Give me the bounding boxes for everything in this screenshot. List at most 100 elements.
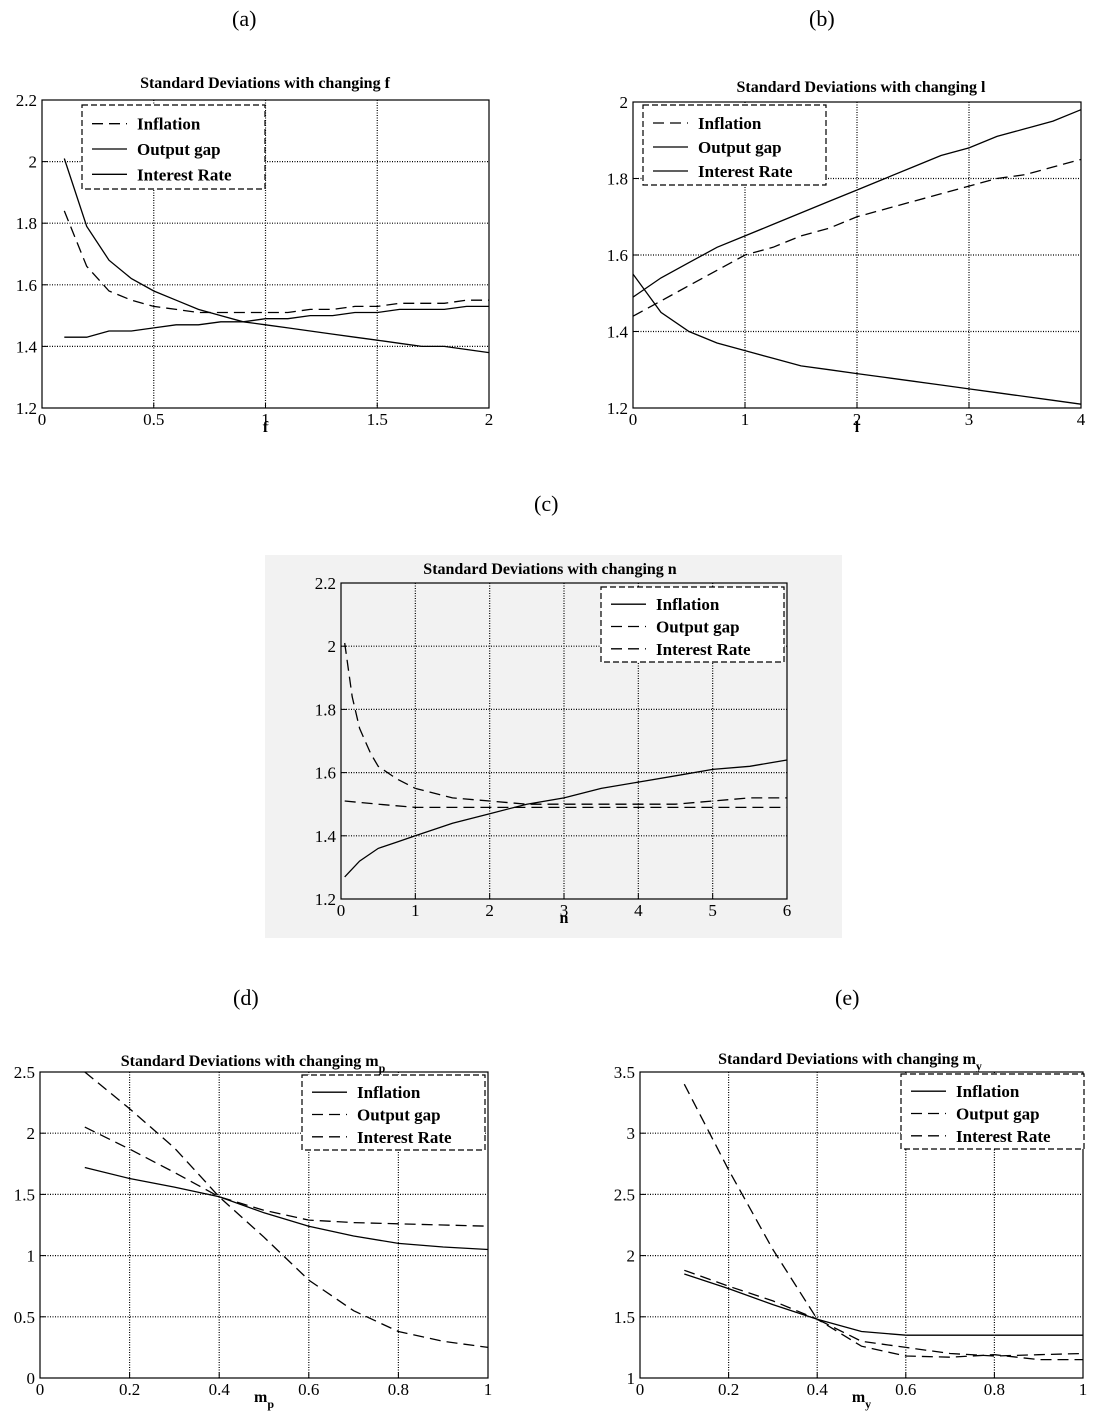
legend-label: Output gap (137, 140, 221, 159)
chart-std-dev-l: 0 1 2 3 4 1.2 1.4 1.6 1.8 2 Standard Deviations wi… (607, 79, 1086, 436)
x-tick-label: 0.2 (718, 1380, 739, 1399)
series-line-inflation (84, 1166, 489, 1251)
y-tick-label: 1.8 (315, 700, 336, 719)
x-axis-label: f (263, 419, 269, 436)
series-line-output-gap (344, 642, 787, 805)
x-tick-label: 1 (261, 410, 270, 429)
legend-box (642, 104, 827, 186)
series-line-inflation (684, 1273, 1083, 1336)
panel-label-c: (c) (534, 491, 559, 516)
series-line-output-gap (63, 158, 490, 354)
x-tick-label: 2 (853, 410, 862, 429)
y-tick-label: 1.2 (16, 399, 37, 418)
x-tick-label: 0 (38, 410, 47, 429)
series-line-inflation (344, 759, 788, 878)
panel-label-e: (e) (835, 985, 860, 1010)
series-line-output-gap (683, 1083, 1084, 1357)
y-tick-label: 2 (29, 153, 38, 172)
x-tick-label: 6 (783, 901, 792, 920)
x-tick-label: 4 (1077, 410, 1086, 429)
y-tick-label: 1.2 (315, 890, 336, 909)
legend-label: Inflation (137, 115, 201, 134)
y-tick-label: 2.2 (16, 91, 37, 110)
legend-box (600, 586, 785, 663)
legend-label: Output gap (656, 618, 740, 637)
chart-title: Standard Deviations with changing l (737, 79, 986, 96)
y-tick-label: 1.4 (315, 827, 337, 846)
x-tick-label: 0.8 (984, 1380, 1005, 1399)
legend: Inflation Output gap Interest Rate (600, 586, 785, 663)
y-tick-label: 1.4 (16, 337, 38, 356)
legend-label: Interest Rate (137, 165, 232, 184)
legend-label: Output gap (357, 1106, 441, 1125)
legend-label: Inflation (698, 114, 762, 133)
x-tick-label: 2 (485, 410, 494, 429)
y-tick-label: 3.5 (614, 1063, 635, 1082)
x-axis-label: n (560, 910, 569, 927)
series-line-interest-rate (64, 305, 489, 338)
x-tick-label: 5 (708, 901, 717, 920)
legend-label: Interest Rate (956, 1127, 1051, 1146)
y-tick-label: 1 (627, 1369, 636, 1388)
panel-label-d: (d) (233, 985, 259, 1010)
x-axis-label: my (852, 1389, 871, 1411)
panel-label-b: (b) (809, 6, 835, 31)
y-tick-label: 2 (620, 93, 629, 112)
x-tick-label: 4 (634, 901, 643, 920)
x-axis-label: l (855, 419, 860, 436)
x-tick-label: 1 (484, 1380, 493, 1399)
series-line-inflation (63, 210, 489, 314)
plot-frame (639, 1071, 1084, 1379)
y-tick-label: 2 (328, 637, 337, 656)
x-tick-label: 3 (965, 410, 974, 429)
legend-label: Interest Rate (656, 640, 751, 659)
legend-label: Inflation (357, 1083, 421, 1102)
legend: Inflation Output gap Interest Rate (81, 104, 266, 190)
y-tick-label: 1.6 (315, 764, 336, 783)
series-line-interest-rate (84, 1071, 489, 1349)
x-tick-label: 0.8 (388, 1380, 409, 1399)
y-tick-label: 1.2 (607, 399, 628, 418)
chart-title: Standard Deviations with changing mp (121, 1053, 386, 1075)
y-tick-label: 0 (27, 1369, 36, 1388)
x-tick-label: 1 (411, 901, 420, 920)
legend-label: Inflation (956, 1082, 1020, 1101)
legend: Inflation Output gap Interest Rate (900, 1073, 1085, 1150)
chart-title: Standard Deviations with changing n (423, 561, 676, 578)
x-tick-label: 1 (1079, 1380, 1088, 1399)
chart-title: Standard Deviations with changing my (718, 1051, 982, 1073)
y-tick-label: 2 (27, 1124, 36, 1143)
y-tick-label: 3 (627, 1124, 636, 1143)
y-tick-label: 1.5 (14, 1185, 35, 1204)
legend-box (900, 1073, 1085, 1150)
y-tick-label: 1.8 (607, 170, 628, 189)
x-axis-label: mp (254, 1389, 274, 1411)
x-tick-label: 0 (337, 901, 346, 920)
y-tick-label: 2 (627, 1247, 636, 1266)
x-tick-label: 0.6 (298, 1380, 319, 1399)
legend-box (301, 1074, 486, 1151)
x-tick-label: 1 (741, 410, 750, 429)
x-tick-label: 3 (560, 901, 569, 920)
legend-label: Output gap (698, 138, 782, 157)
x-tick-label: 2 (485, 901, 494, 920)
plot-frame (39, 1071, 489, 1379)
y-tick-label: 2.2 (315, 574, 336, 593)
chart-std-dev-n: 0 1 2 3 4 5 6 1.2 1.4 1.6 1.8 2 2.2 Standard Deviatio… (315, 561, 792, 927)
y-tick-label: 2.5 (14, 1063, 35, 1082)
series-line-interest-rate (684, 1269, 1083, 1361)
y-tick-label: 1.8 (16, 214, 37, 233)
series-line-inflation (632, 158, 1082, 317)
series-line-interest-rate (632, 273, 1082, 405)
x-tick-label: 0 (636, 1380, 645, 1399)
y-tick-label: 1.6 (16, 276, 37, 295)
x-tick-label: 0 (629, 410, 638, 429)
x-tick-label: 0 (36, 1380, 45, 1399)
chart-title: Standard Deviations with changing f (140, 75, 390, 92)
y-tick-label: 0.5 (14, 1308, 35, 1327)
series-line-interest-rate (344, 800, 787, 809)
legend-label: Interest Rate (698, 162, 793, 181)
legend-box (81, 104, 266, 190)
y-tick-label: 1.5 (614, 1308, 635, 1327)
y-tick-label: 1.6 (607, 246, 628, 265)
